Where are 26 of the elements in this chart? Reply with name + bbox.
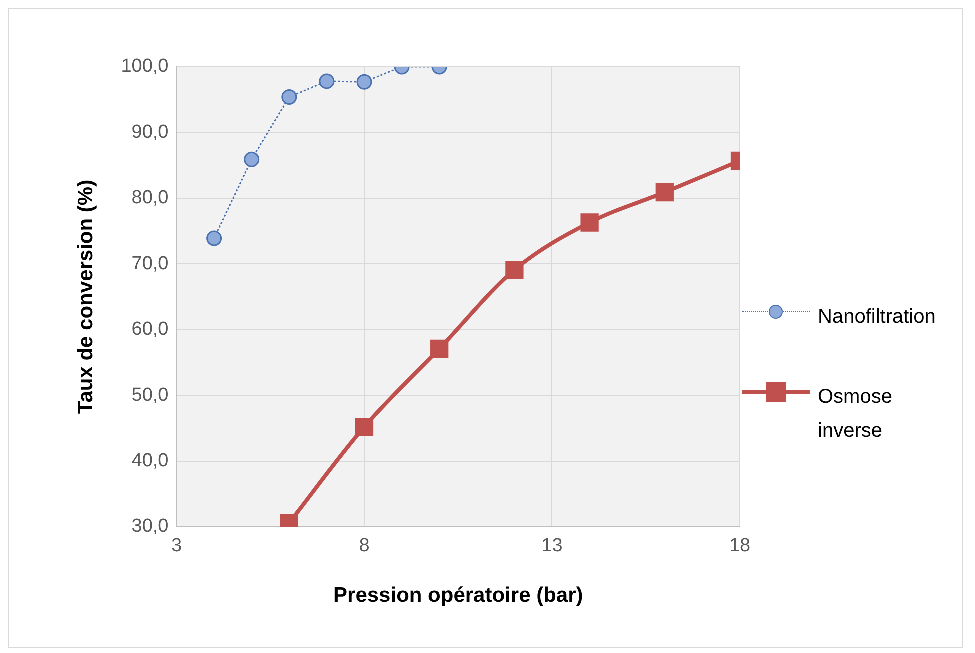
point <box>356 74 372 90</box>
y-tick-label: 40,0 <box>132 450 169 472</box>
y-tick-label: 30,0 <box>132 516 169 538</box>
y-tick-label: 50,0 <box>132 384 169 406</box>
y-tick-label: 100,0 <box>121 56 169 78</box>
x-tick-label: 8 <box>359 536 370 557</box>
point <box>580 214 599 232</box>
legend-label: Osmose inverse <box>818 385 894 444</box>
point <box>206 230 222 246</box>
y-tick-label: 60,0 <box>132 319 169 340</box>
point <box>355 418 374 436</box>
x-tick-label: 18 <box>729 536 751 557</box>
y-tick-label: 80,0 <box>132 188 169 209</box>
point <box>506 260 524 280</box>
point <box>319 74 335 90</box>
x-tick-label: 13 <box>542 536 563 557</box>
y-tick-label: 70,0 <box>132 253 169 274</box>
y-axis-title: Taux de conversion (%) <box>74 180 98 414</box>
legend-label: Nanofiltration <box>818 305 937 330</box>
x-tick-label: 3 <box>171 536 182 557</box>
point <box>282 89 298 105</box>
point <box>430 340 449 358</box>
x-axis-title: Pression opératoire (bar) <box>334 584 584 608</box>
point <box>656 183 674 202</box>
y-tick-label: 90,0 <box>132 122 169 143</box>
point <box>244 152 260 168</box>
